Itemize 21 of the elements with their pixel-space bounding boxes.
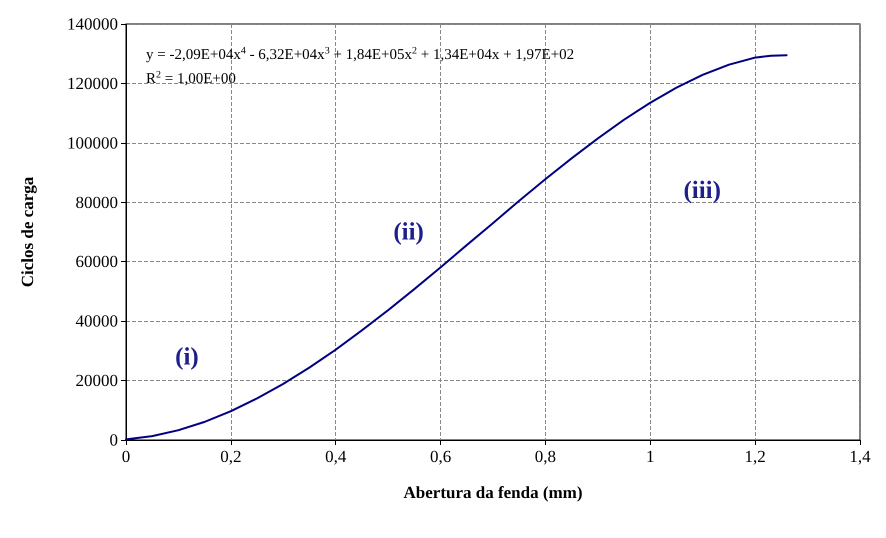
annotation: (iii) [683, 176, 721, 204]
annotation: (ii) [393, 218, 424, 246]
y-tick-label: 0 [110, 430, 118, 450]
x-tick-label: 0 [122, 447, 130, 466]
y-tick-label: 80000 [76, 192, 118, 212]
x-axis-title: Abertura da fenda (mm) [404, 483, 582, 502]
x-tick-label: 0,8 [534, 447, 556, 466]
annotation: (i) [175, 343, 199, 370]
y-tick-label: 40000 [76, 312, 118, 331]
y-tick-label: 140000 [67, 14, 118, 34]
x-tick-label: 1,4 [849, 447, 872, 466]
x-tick-label: 0,4 [325, 447, 347, 466]
y-axis-title: Ciclos de carga [18, 176, 37, 288]
x-tick-label: 0,2 [220, 447, 242, 466]
x-tick-label: 1 [646, 447, 655, 466]
y-tick-label: 60000 [76, 252, 118, 272]
y-tick-label: 20000 [76, 371, 118, 390]
y-tick-label: 120000 [67, 74, 118, 93]
x-tick-label: 0,6 [430, 447, 452, 466]
x-tick-label: 1,2 [744, 447, 766, 466]
y-tick-label: 100000 [67, 133, 118, 152]
